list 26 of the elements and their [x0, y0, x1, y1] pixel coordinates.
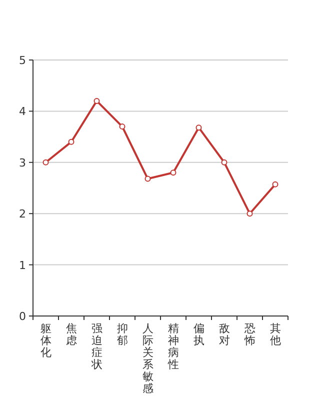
x-tick-label: 精神病性	[166, 322, 179, 371]
point	[144, 176, 151, 182]
x-tick-label: 其他	[270, 322, 281, 347]
y-tick-label: 1	[19, 258, 26, 272]
x-tick-label: 人际关系敏感	[142, 322, 154, 395]
point	[119, 124, 126, 130]
y-tick-label: 3	[19, 156, 26, 170]
y-tick-label: 5	[19, 54, 26, 67]
x-tick-label: 恐怖	[243, 322, 256, 347]
point	[272, 181, 278, 188]
point	[170, 170, 176, 176]
x-tick-label: 偏执	[193, 322, 204, 347]
point	[68, 138, 74, 145]
x-tick-label: 焦虑	[66, 322, 77, 347]
y-tick-label: 4	[19, 105, 26, 118]
x-tick-label: 敌对	[218, 322, 230, 347]
point	[42, 159, 49, 166]
x-tick-label: 强迫症状	[90, 322, 102, 371]
point	[94, 98, 100, 104]
x-tick-label: 躯体化	[40, 322, 52, 359]
y-tick-label: 0	[19, 310, 26, 323]
point	[221, 159, 228, 166]
point	[246, 210, 253, 217]
x-tick-label: 抑郁	[116, 322, 128, 347]
point	[196, 124, 202, 131]
y-tick-label: 2	[19, 208, 26, 221]
